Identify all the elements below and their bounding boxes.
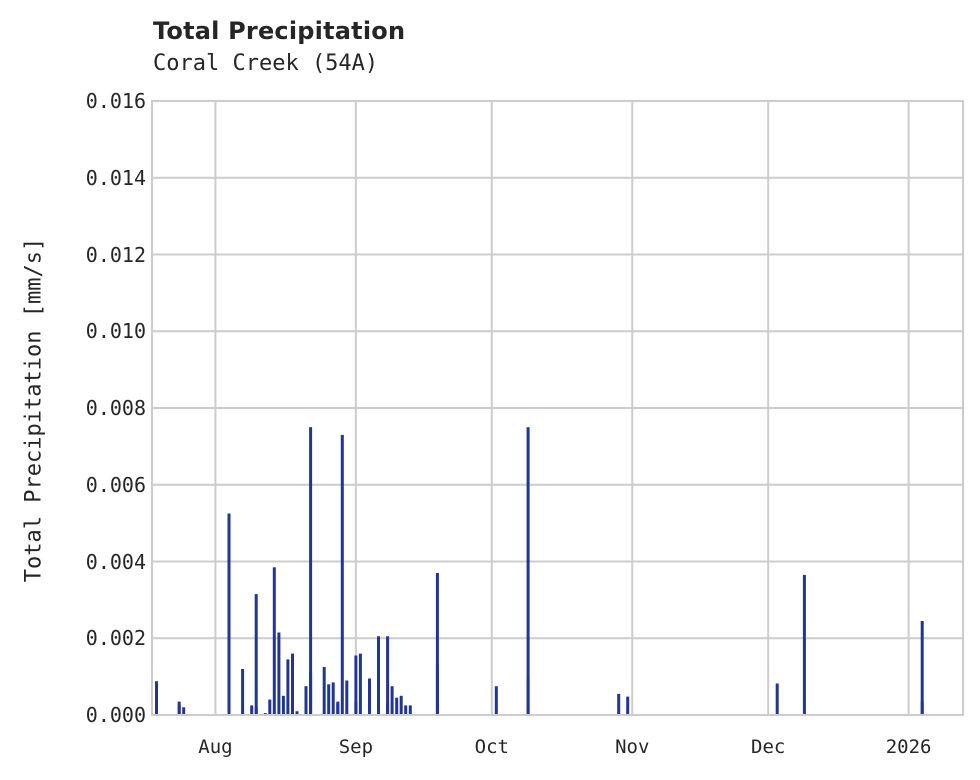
- precip-bar: [227, 513, 231, 715]
- precip-bar: [254, 707, 258, 715]
- y-tick-label: 0.016: [85, 89, 146, 113]
- precip-bar: [377, 636, 380, 715]
- precip-bar: [277, 632, 281, 715]
- precip-bar: [295, 711, 299, 715]
- precip-bar: [368, 678, 371, 715]
- y-tick-label: 0.012: [85, 242, 146, 267]
- precip-bar: [408, 705, 412, 715]
- precip-bar: [182, 707, 186, 715]
- y-tick-label: 0.004: [85, 549, 146, 574]
- chart-title: Total Precipitation: [153, 17, 406, 45]
- precip-bar: [155, 681, 158, 715]
- x-tick-label: Nov: [615, 736, 650, 758]
- precip-bar: [386, 703, 390, 715]
- y-tick-label: 0.002: [85, 626, 146, 651]
- precip-bar: [268, 699, 272, 715]
- precip-bar: [435, 573, 439, 715]
- precip-bar: [309, 427, 313, 715]
- precip-bar: [327, 684, 331, 715]
- precip-bar: [526, 427, 530, 715]
- x-tick-label: Oct: [474, 736, 509, 758]
- precip-bar: [331, 682, 335, 715]
- precip-bar: [254, 594, 258, 715]
- precip-bar: [377, 711, 380, 715]
- y-tick-label: 0.006: [85, 472, 146, 497]
- precip-bar: [526, 676, 530, 715]
- precip-bar: [250, 705, 254, 715]
- precip-bar: [435, 665, 439, 715]
- precip-bar: [345, 680, 349, 715]
- precip-bar: [336, 701, 340, 715]
- precip-bar: [354, 655, 358, 715]
- precip-bar: [281, 695, 285, 715]
- precip-bar: [309, 672, 313, 715]
- plot-frame: [151, 100, 964, 716]
- precip-bar: [291, 653, 294, 715]
- precip-bar: [322, 667, 326, 715]
- y-tick-label: 0.000: [85, 703, 146, 727]
- precip-bar: [494, 686, 498, 715]
- precip-bar: [386, 636, 390, 715]
- x-tick-label: 2026: [885, 736, 932, 758]
- precip-bar: [802, 574, 806, 715]
- x-tick-label: Dec: [751, 736, 786, 758]
- chart-subtitle: Coral Creek (54A): [153, 51, 379, 76]
- precip-bar: [617, 693, 621, 715]
- x-tick-label: Sep: [338, 736, 374, 758]
- precip-bar: [286, 659, 290, 715]
- precip-bar: [304, 686, 308, 715]
- precip-bar: [340, 434, 344, 715]
- precip-bar: [920, 621, 924, 715]
- precip-bar: [241, 669, 245, 715]
- precip-bar: [354, 701, 358, 715]
- x-tick-label: Aug: [198, 736, 233, 758]
- y-tick-label: 0.008: [85, 396, 146, 420]
- precip-bar: [399, 695, 403, 715]
- precip-bar: [920, 701, 924, 715]
- precip-bar: [395, 697, 399, 715]
- precip-bar: [390, 686, 394, 715]
- y-tick-label: 0.010: [85, 319, 146, 344]
- precip-bar: [775, 683, 779, 715]
- gridlines: [152, 100, 963, 716]
- precip-bar: [404, 705, 408, 715]
- precip-bar: [358, 653, 362, 715]
- precip-bar: [177, 705, 181, 715]
- precip-bar: [272, 567, 276, 715]
- precip-bar: [626, 696, 630, 715]
- bars: [155, 427, 924, 715]
- y-tick-label: 0.014: [85, 165, 146, 190]
